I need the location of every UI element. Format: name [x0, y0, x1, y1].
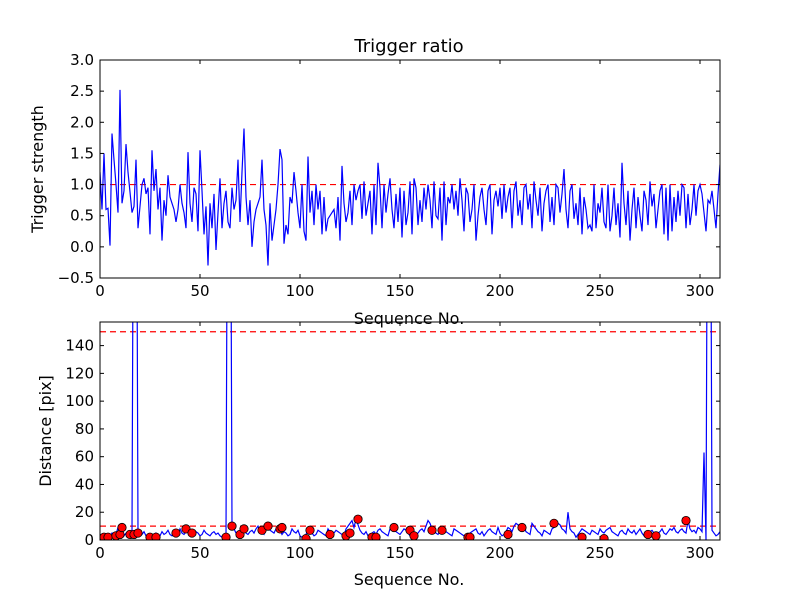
- x-tick-label: 100: [286, 282, 315, 300]
- top-plot-area: 0 50 100 150 200 250 300 −0.5 0.0 0.5 1.0 1.5 2.0 2.5…: [58, 51, 721, 300]
- y-tick-label: 1.5: [70, 144, 94, 162]
- data-marker-32: [427, 525, 437, 535]
- top-panel: Trigger ratio 0 50 100 150 200 250 300−0.50.00…: [28, 36, 721, 328]
- x-tick-label: 200: [486, 544, 515, 562]
- data-marker-9: [151, 532, 161, 540]
- series-line-0: [100, 89, 720, 266]
- data-marker-39: [577, 532, 587, 540]
- data-marker-36: [503, 529, 513, 540]
- x-tick-label: 0: [95, 544, 105, 562]
- plot-content: [100, 322, 720, 540]
- x-tick-label: 200: [486, 282, 515, 300]
- y-tick-label: 140: [65, 337, 94, 355]
- data-marker-31: [409, 531, 419, 540]
- data-marker-26: [353, 514, 363, 524]
- data-marker-35: [465, 532, 475, 540]
- x-tick-label: 0: [95, 282, 105, 300]
- top-x-axis-label: Sequence No.: [354, 309, 465, 328]
- data-marker-23: [325, 529, 335, 540]
- data-marker-10: [171, 528, 181, 538]
- y-tick-label: 60: [75, 448, 94, 466]
- y-tick-label: 20: [75, 503, 94, 521]
- top-y-axis-label: Trigger strength: [28, 105, 47, 234]
- data-marker-4: [117, 522, 127, 533]
- data-marker-7: [133, 528, 143, 538]
- data-marker-13: [221, 532, 231, 540]
- data-marker-20: [277, 522, 287, 533]
- data-marker-38: [549, 518, 559, 528]
- chart-title: Trigger ratio: [353, 36, 463, 57]
- y-tick-label: 100: [65, 392, 94, 410]
- data-marker-41: [643, 529, 653, 540]
- plot-content: [100, 89, 720, 266]
- y-tick-label: 40: [75, 475, 94, 493]
- y-tick-label: 0.0: [70, 238, 94, 256]
- y-tick-label: 80: [75, 420, 94, 438]
- y-tick-label: 120: [65, 364, 94, 382]
- y-tick-label: 2.0: [70, 113, 94, 131]
- data-marker-42: [651, 531, 661, 540]
- y-tick-label: 2.5: [70, 82, 94, 100]
- x-tick-label: 150: [386, 544, 415, 562]
- x-tick-label: 300: [686, 282, 715, 300]
- data-marker-25: [345, 528, 355, 538]
- data-marker-43: [681, 515, 691, 526]
- data-marker-21: [301, 534, 311, 540]
- y-tick-label: −0.5: [58, 269, 94, 287]
- bottom-panel: 0 50 100 150 200 250 300 0 20 40 60 80 100 120 140 Seq…: [36, 321, 721, 589]
- bottom-y-axis-label: Distance [pix]: [36, 375, 55, 487]
- data-marker-22: [305, 525, 315, 535]
- data-marker-14: [227, 521, 237, 531]
- series-line-0: [100, 322, 720, 540]
- data-marker-12: [187, 528, 197, 538]
- data-marker-37: [517, 522, 527, 533]
- axes-frame: [99, 59, 721, 279]
- x-tick-label: 250: [586, 282, 615, 300]
- y-tick-label: 0.5: [70, 207, 94, 225]
- data-marker-16: [239, 524, 249, 534]
- axes-frame: [99, 321, 721, 541]
- y-tick-label: 0: [84, 531, 94, 549]
- data-marker-28: [371, 532, 381, 540]
- x-tick-label: 150: [386, 282, 415, 300]
- data-marker-33: [437, 525, 447, 535]
- bottom-plot-area: 0 50 100 150 200 250 300 0 20 40 60 80 100 120 140: [65, 321, 721, 562]
- bottom-x-axis-label: Sequence No.: [354, 570, 465, 589]
- x-tick-label: 50: [190, 544, 209, 562]
- y-tick-label: 1.0: [70, 176, 94, 194]
- data-marker-18: [263, 521, 273, 531]
- x-tick-label: 300: [686, 544, 715, 562]
- x-tick-label: 250: [586, 544, 615, 562]
- x-tick-label: 50: [190, 282, 209, 300]
- x-tick-label: 100: [286, 544, 315, 562]
- data-marker-40: [599, 534, 609, 540]
- y-tick-label: 3.0: [70, 51, 94, 69]
- data-marker-29: [389, 522, 399, 533]
